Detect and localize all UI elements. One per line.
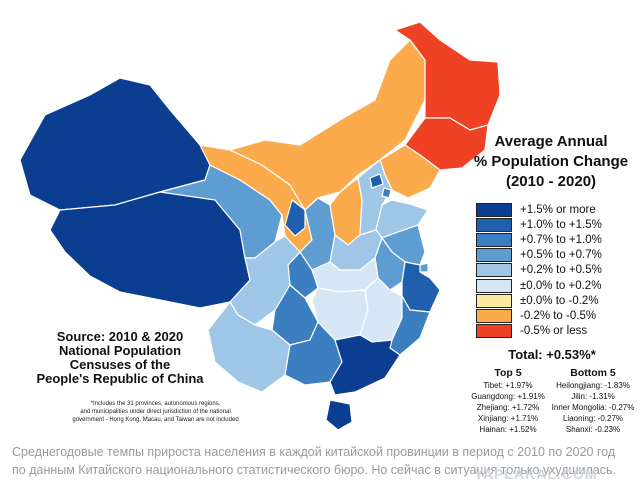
legend-item: +0.7% to +1.0% (476, 232, 602, 247)
legend-item: -0.5% or less (476, 324, 602, 339)
legend-swatch (476, 308, 512, 323)
legend-swatch (476, 202, 512, 217)
legend-item: -0.2% to -0.5% (476, 308, 602, 323)
top5-item: Zhejiang: +1.72% (476, 403, 540, 412)
total-change: Total: +0.53%* (508, 347, 596, 362)
china-province-map (19, 21, 501, 431)
top5-title: Top 5 (494, 367, 522, 379)
legend-swatch (476, 278, 512, 293)
legend-item: +0.5% to +0.7% (476, 248, 602, 263)
footnote-line: *Includes the 31 provinces, autonomous r… (90, 401, 221, 407)
top5-item: Xinjiang: +1.71% (477, 414, 539, 423)
source-text: Source: 2010 & 2020 National Population … (10, 330, 230, 386)
legend-swatch (476, 217, 512, 232)
watermark: YAPLAKAL.COM (474, 466, 598, 482)
legend-title-line: (2010 - 2020) (505, 173, 597, 190)
region-hainan (325, 399, 353, 431)
legend-item: +1.0% to +1.5% (476, 217, 602, 232)
source-line: Source: 2010 & 2020 (56, 329, 184, 344)
top5-list: Tibet: +1.97% Guangdong: +1.91% Zhejiang… (468, 380, 548, 435)
legend-label: ±0.0% to +0.2% (520, 279, 602, 292)
legend-swatch (476, 263, 512, 278)
region-beijing (369, 173, 384, 189)
legend-label: ±0.0% to -0.2% (520, 294, 599, 307)
top5-item: Hainan: +1.52% (479, 425, 537, 434)
bottom5-title: Bottom 5 (570, 367, 616, 379)
region-inner-mongolia (229, 39, 426, 211)
legend-item: +0.2% to +0.5% (476, 263, 602, 278)
region-heilongjiang (394, 21, 501, 131)
caption-text: Среднегодовые темпы прироста населения в… (12, 445, 617, 477)
region-guangdong (329, 334, 401, 396)
region-ningxia (284, 199, 306, 237)
legend-item: ±0.0% to +0.2% (476, 278, 602, 293)
bottom5-item: Inner Mongolia: -0.27% (551, 403, 635, 412)
footnote-line: government - Hong Kong, Macau, and Taiwa… (72, 417, 239, 423)
legend-label: +0.2% to +0.5% (520, 264, 602, 277)
top5-item: Tibet: +1.97% (483, 381, 533, 390)
top5-item: Guangdong: +1.91% (471, 392, 545, 401)
footnote: *Includes the 31 provinces, autonomous r… (18, 400, 293, 424)
legend-title-line: % Population Change (473, 153, 629, 170)
source-line: Censuses of the (69, 357, 171, 372)
source-line: National Population (58, 343, 182, 358)
bottom5-item: Shanxi: -0.23% (565, 425, 621, 434)
bottom5-item: Jilin: -1.31% (571, 392, 615, 401)
legend-item: ±0.0% to -0.2% (476, 293, 602, 308)
region-shanghai (419, 262, 429, 273)
legend: +1.5% or more +1.0% to +1.5% +0.7% to +1.0… (476, 202, 602, 339)
bottom5-list: Heilongjiang: -1.83% Jilin: -1.31% Inner… (548, 380, 638, 435)
bottom5-item: Liaoning: -0.27% (562, 414, 624, 423)
source-line: People's Republic of China (36, 371, 204, 386)
legend-item: +1.5% or more (476, 202, 602, 217)
legend-swatch (476, 248, 512, 263)
footnote-line: and municipalities under direct jurisdic… (80, 409, 231, 415)
legend-swatch (476, 324, 512, 339)
legend-label: +0.5% to +0.7% (520, 249, 602, 262)
region-tianjin (381, 187, 392, 199)
legend-label: +0.7% to +1.0% (520, 233, 602, 246)
legend-label: +1.5% or more (520, 203, 596, 216)
legend-label: +1.0% to +1.5% (520, 218, 602, 231)
legend-swatch (476, 232, 512, 247)
legend-label: -0.5% or less (520, 325, 588, 338)
legend-swatch (476, 293, 512, 308)
legend-title-line: Average Annual (494, 133, 608, 150)
legend-title: Average Annual % Population Change (2010… (466, 132, 636, 192)
legend-label: -0.2% to -0.5% (520, 309, 597, 322)
bottom5-item: Heilongjiang: -1.83% (556, 381, 630, 390)
